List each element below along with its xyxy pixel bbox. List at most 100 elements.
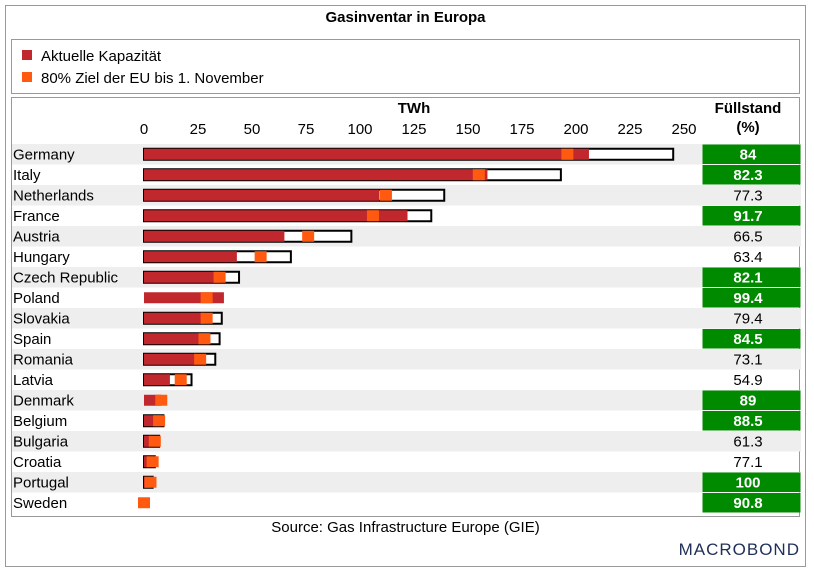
x-tick-label: 0 xyxy=(140,121,148,138)
fill-level-value: 77.3 xyxy=(733,188,762,205)
fill-level-value: 84 xyxy=(740,147,757,164)
category-label: Poland xyxy=(13,290,60,307)
eu-target-marker xyxy=(148,435,161,447)
legend-label-target: 80% Ziel der EU bis 1. November xyxy=(41,70,264,87)
fill-level-value: 89 xyxy=(740,393,757,410)
eu-target-marker xyxy=(138,497,150,509)
category-label: Romania xyxy=(13,352,74,369)
fill-level-value: 66.5 xyxy=(733,229,762,246)
eu-target-marker xyxy=(146,456,159,468)
x-tick-label: 250 xyxy=(671,121,696,138)
category-label: Hungary xyxy=(13,249,70,266)
category-label: Slovakia xyxy=(13,311,70,328)
legend: Aktuelle Kapazität 80% Ziel der EU bis 1… xyxy=(11,39,800,94)
fill-level-cell xyxy=(702,411,801,431)
fill-level-cell xyxy=(702,329,801,349)
fill-level-cell xyxy=(702,288,801,308)
fill-level-value: 79.4 xyxy=(733,311,762,328)
row-stripe xyxy=(12,431,801,452)
category-label: Czech Republic xyxy=(13,270,119,287)
row-stripe xyxy=(12,308,801,329)
x-tick-label: 100 xyxy=(347,121,372,138)
current-capacity-bar xyxy=(144,312,205,324)
fill-level-cell xyxy=(702,390,801,410)
current-capacity-bar xyxy=(144,374,170,386)
fill-level-value: 82.1 xyxy=(733,270,762,287)
source-note: Source: Gas Infrastructure Europe (GIE) xyxy=(271,519,540,536)
fill-level-cell xyxy=(702,267,801,287)
category-label: Netherlands xyxy=(13,188,94,205)
eu-target-marker xyxy=(561,148,574,160)
x-tick-label: 175 xyxy=(509,121,534,138)
current-capacity-bar xyxy=(144,394,162,406)
legend-label-current: Aktuelle Kapazität xyxy=(41,48,162,65)
eu-target-marker xyxy=(200,312,213,324)
eu-target-marker xyxy=(155,394,168,406)
current-capacity-bar xyxy=(144,333,209,345)
category-label: France xyxy=(13,208,60,225)
fill-level-cell xyxy=(702,493,801,513)
x-tick-label: 200 xyxy=(563,121,588,138)
fill-level-cell xyxy=(702,165,801,185)
row-stripe xyxy=(12,390,801,411)
eu-target-marker xyxy=(200,292,213,304)
fill-level-value: 77.1 xyxy=(733,454,762,471)
eu-target-marker xyxy=(472,169,485,181)
fill-level-value: 61.3 xyxy=(733,434,762,451)
fill-level-cell xyxy=(702,472,801,492)
fill-level-value: 82.3 xyxy=(733,167,762,184)
row-stripe xyxy=(12,349,801,370)
category-label: Belgium xyxy=(13,413,67,430)
fill-level-value: 88.5 xyxy=(733,413,762,430)
current-capacity-bar xyxy=(144,353,196,365)
eu-target-marker xyxy=(379,189,392,201)
category-label: Croatia xyxy=(13,454,62,471)
category-label: Germany xyxy=(13,147,75,164)
legend-swatch-current xyxy=(22,50,32,60)
category-label: Sweden xyxy=(13,495,67,512)
legend-item-current-capacity: Aktuelle Kapazität xyxy=(22,47,161,67)
current-capacity-bar xyxy=(144,148,589,160)
macrobond-logo: MACROBOND xyxy=(678,540,800,559)
eu-target-marker xyxy=(254,251,267,263)
current-capacity-bar xyxy=(144,292,224,304)
fill-level-cell xyxy=(702,206,801,226)
x-axis-title: TWh xyxy=(398,100,430,117)
fill-level-value: 84.5 xyxy=(733,331,762,348)
x-tick-label: 150 xyxy=(455,121,480,138)
x-tick-label: 50 xyxy=(244,121,261,138)
row-stripe xyxy=(12,226,801,247)
category-label: Italy xyxy=(13,167,41,184)
chart-title: Gasinventar in Europa xyxy=(325,9,486,26)
category-label: Austria xyxy=(13,229,60,246)
eu-target-marker xyxy=(366,210,379,222)
current-capacity-bar xyxy=(144,415,162,427)
eu-target-marker xyxy=(213,271,226,283)
x-tick-label: 125 xyxy=(401,121,426,138)
category-label: Bulgaria xyxy=(13,434,69,451)
category-label: Latvia xyxy=(13,372,54,389)
current-capacity-bar xyxy=(144,210,408,222)
plot-area: TWh Füllstand (%) 0 25 50 75 100 125 150 175 200 225… xyxy=(11,97,801,517)
fill-level-value: 91.7 xyxy=(733,208,762,225)
eu-target-marker xyxy=(198,333,211,345)
fill-level-value: 54.9 xyxy=(733,372,762,389)
x-tick-label: 225 xyxy=(617,121,642,138)
eu-target-marker xyxy=(153,415,166,427)
current-capacity-bar xyxy=(144,251,237,263)
fill-level-value: 99.4 xyxy=(733,290,763,307)
current-capacity-bar xyxy=(144,435,151,447)
category-label: Spain xyxy=(13,331,51,348)
fill-level-cell xyxy=(702,144,801,164)
current-capacity-bar xyxy=(144,230,285,242)
x-tick-label: 25 xyxy=(190,121,207,138)
category-label: Portugal xyxy=(13,475,69,492)
row-stripe xyxy=(12,472,801,493)
category-label: Denmark xyxy=(13,393,74,410)
fill-header-line-1: Füllstand xyxy=(715,100,782,117)
current-capacity-bar xyxy=(144,456,149,468)
current-capacity-bar xyxy=(144,271,220,283)
eu-target-marker xyxy=(174,374,187,386)
eu-target-marker xyxy=(302,230,315,242)
fill-level-value: 63.4 xyxy=(733,249,762,266)
